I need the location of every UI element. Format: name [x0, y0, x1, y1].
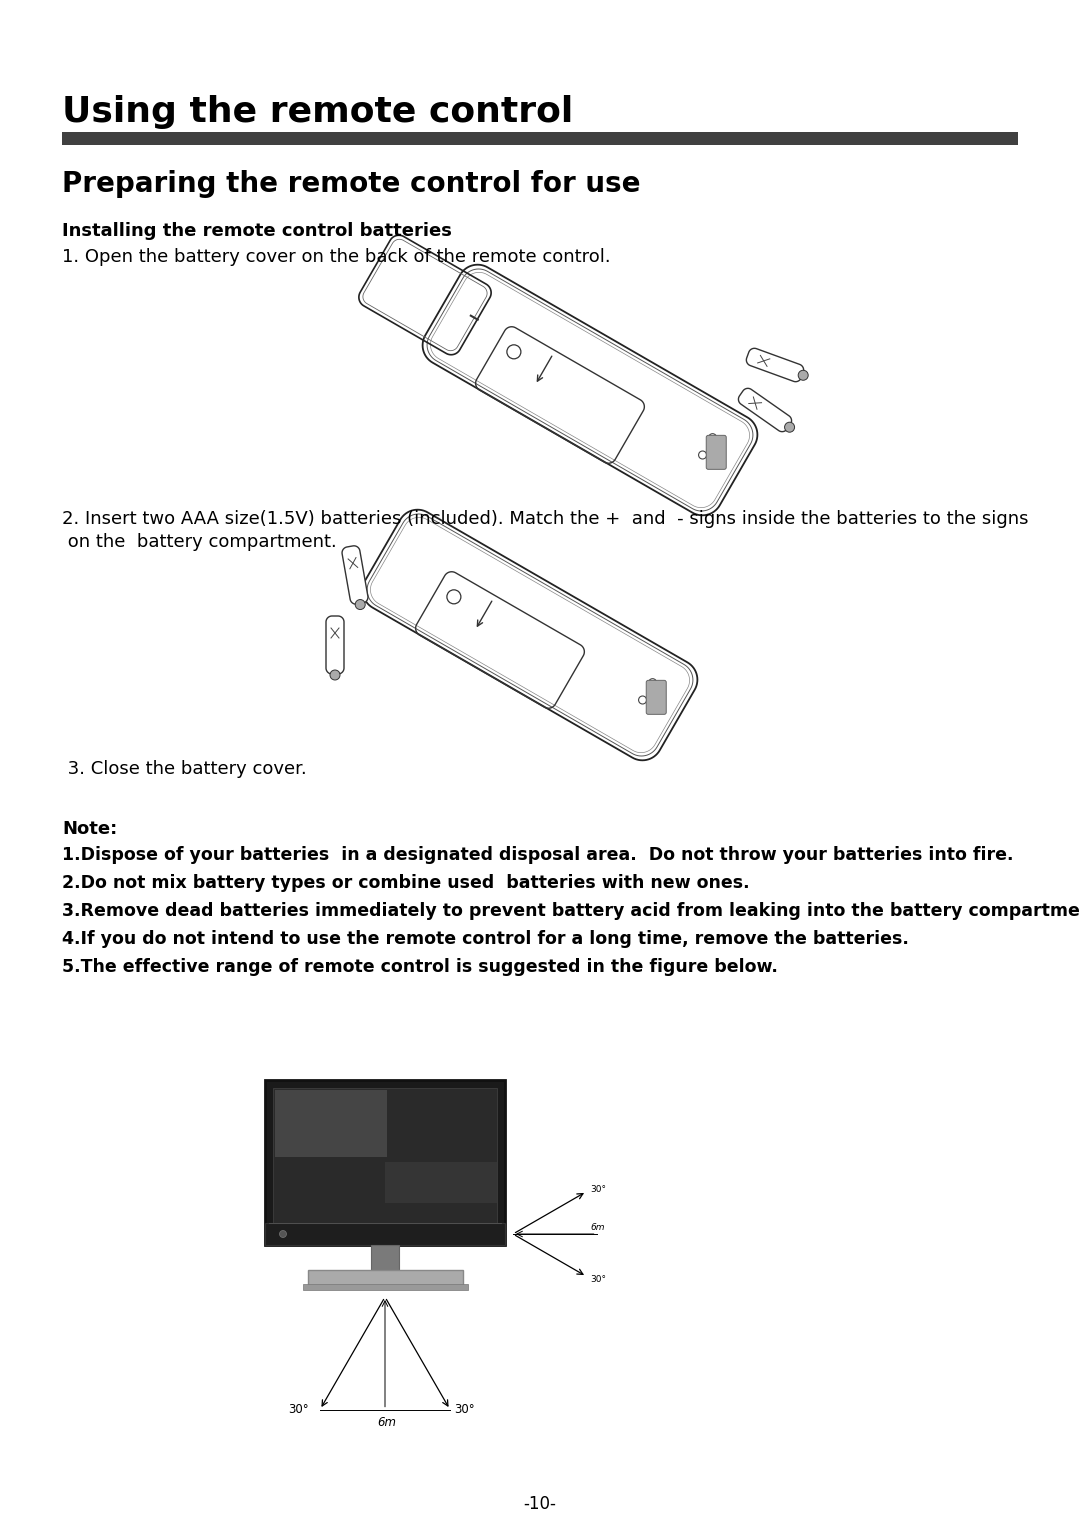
- FancyBboxPatch shape: [265, 1223, 505, 1244]
- Text: Note:: Note:: [62, 820, 118, 839]
- Circle shape: [330, 669, 340, 680]
- Text: Installing the remote control batteries: Installing the remote control batteries: [62, 223, 451, 239]
- FancyBboxPatch shape: [308, 1270, 463, 1286]
- FancyBboxPatch shape: [62, 133, 1018, 145]
- Text: Using the remote control: Using the remote control: [62, 95, 573, 130]
- Text: 1. Open the battery cover on the back of the remote control.: 1. Open the battery cover on the back of…: [62, 249, 610, 265]
- Text: 6m: 6m: [377, 1415, 396, 1429]
- Text: 30°: 30°: [454, 1403, 474, 1417]
- Circle shape: [784, 422, 795, 432]
- Polygon shape: [326, 616, 345, 674]
- Text: 5.The effective range of remote control is suggested in the figure below.: 5.The effective range of remote control …: [62, 958, 778, 976]
- Text: 6m: 6m: [591, 1223, 605, 1232]
- Text: 2. Insert two AAA size(1.5V) batteries (included). Match the +  and  - signs ins: 2. Insert two AAA size(1.5V) batteries (…: [62, 509, 1028, 528]
- Text: 30°: 30°: [288, 1403, 309, 1417]
- Text: 30°: 30°: [591, 1275, 607, 1284]
- Text: Preparing the remote control for use: Preparing the remote control for use: [62, 169, 640, 198]
- Circle shape: [355, 599, 365, 610]
- FancyBboxPatch shape: [646, 680, 666, 714]
- FancyBboxPatch shape: [372, 1244, 399, 1270]
- Text: 30°: 30°: [591, 1185, 607, 1194]
- FancyBboxPatch shape: [265, 1080, 505, 1244]
- FancyBboxPatch shape: [303, 1284, 468, 1290]
- Text: 3.Remove dead batteries immediately to prevent battery acid from leaking into th: 3.Remove dead batteries immediately to p…: [62, 901, 1080, 920]
- Polygon shape: [746, 348, 804, 381]
- FancyBboxPatch shape: [706, 435, 726, 470]
- FancyBboxPatch shape: [384, 1162, 497, 1203]
- Polygon shape: [342, 546, 368, 604]
- Circle shape: [798, 371, 808, 380]
- Text: on the  battery compartment.: on the battery compartment.: [62, 534, 337, 551]
- Text: -10-: -10-: [524, 1494, 556, 1513]
- Circle shape: [280, 1231, 286, 1237]
- FancyBboxPatch shape: [275, 1090, 387, 1157]
- Text: 4.If you do not intend to use the remote control for a long time, remove the bat: 4.If you do not intend to use the remote…: [62, 930, 909, 949]
- Text: 3. Close the battery cover.: 3. Close the battery cover.: [62, 759, 307, 778]
- Text: 1.Dispose of your batteries  in a designated disposal area.  Do not throw your b: 1.Dispose of your batteries in a designa…: [62, 846, 1013, 865]
- FancyBboxPatch shape: [273, 1087, 497, 1223]
- Polygon shape: [739, 389, 792, 432]
- Text: 2.Do not mix battery types or combine used  batteries with new ones.: 2.Do not mix battery types or combine us…: [62, 874, 750, 892]
